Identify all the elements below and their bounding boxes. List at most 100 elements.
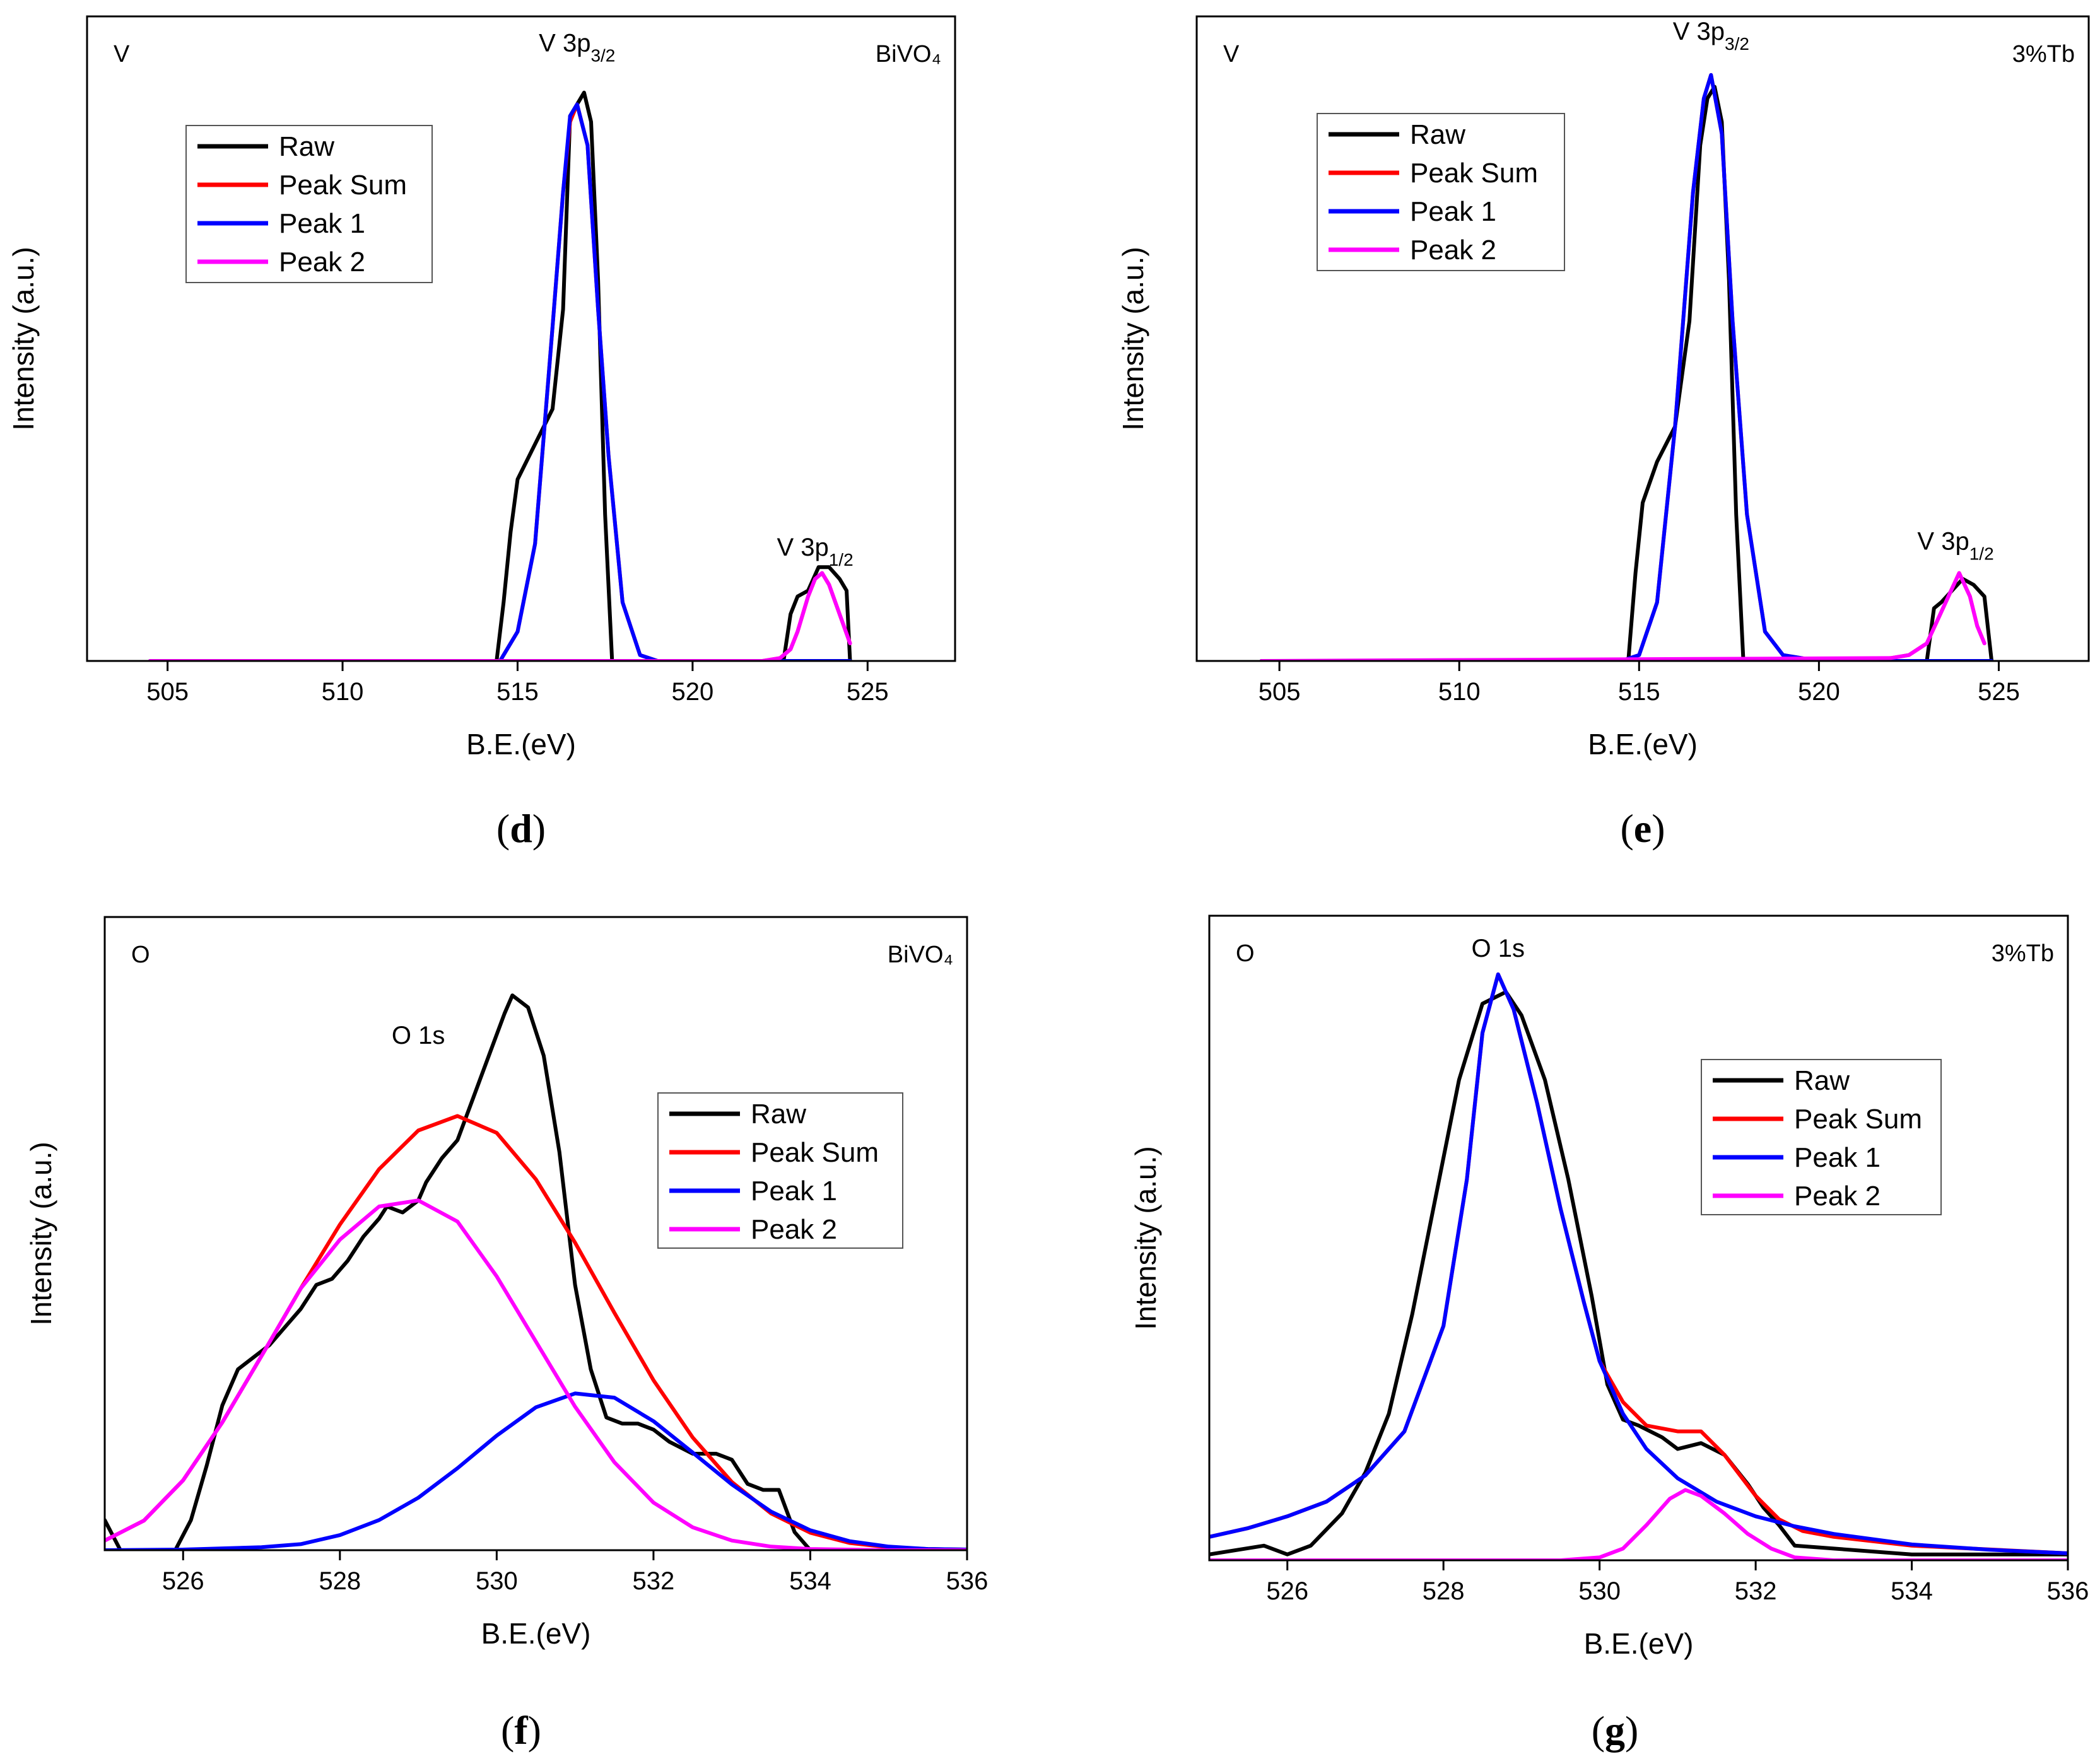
panel-label-open-paren: ( xyxy=(1592,1708,1605,1753)
legend-label: Raw xyxy=(279,131,334,162)
legend-box xyxy=(185,125,433,283)
peak-annotation-main: O 1s xyxy=(1472,935,1525,962)
series-line-peak-1 xyxy=(148,102,852,661)
series-line-raw xyxy=(105,993,967,1550)
peak-annotation-main: V 3p xyxy=(539,30,590,57)
sample-label: BiVO₄ xyxy=(876,41,941,67)
legend-label: Raw xyxy=(1410,119,1465,150)
legend-label: Peak 2 xyxy=(1410,235,1496,266)
x-tick-label: 505 xyxy=(146,678,189,706)
legend: Raw Peak Sum Peak 1 Peak 2 xyxy=(185,125,433,283)
peak-annotation: O 1s xyxy=(1472,935,1525,962)
x-tick-label: 510 xyxy=(322,678,364,706)
x-tick-label: 526 xyxy=(162,1567,204,1595)
series-group xyxy=(1209,972,2068,1560)
element-label: O xyxy=(1236,940,1255,967)
y-axis-label: Intensity (a.u.) xyxy=(25,1142,57,1325)
x-axis-label: B.E.(eV) xyxy=(1584,1627,1694,1660)
x-tick-label: 515 xyxy=(1618,678,1660,706)
legend-label: Peak 1 xyxy=(279,208,365,239)
x-tick-label: 525 xyxy=(1978,678,2020,706)
legend-label: Peak 1 xyxy=(1410,196,1496,227)
x-tick-label: 534 xyxy=(789,1567,831,1595)
x-tick-label: 536 xyxy=(946,1567,989,1595)
series-group xyxy=(105,993,967,1550)
panel-label-letter: g xyxy=(1605,1708,1625,1753)
x-tick-label: 515 xyxy=(496,678,539,706)
panel-label-close-paren: ) xyxy=(528,1708,541,1753)
series-group xyxy=(148,90,852,661)
peak-annotation: V 3p3/2 xyxy=(539,30,615,66)
y-axis-label: Intensity (a.u.) xyxy=(1129,1146,1162,1329)
x-tick-label: 520 xyxy=(671,678,713,706)
element-label: V xyxy=(1223,41,1240,67)
y-axis-label: Intensity (a.u.) xyxy=(1117,247,1149,430)
x-tick-label: 532 xyxy=(1735,1577,1777,1605)
series-line-peak-2 xyxy=(105,1198,967,1550)
legend: Raw Peak Sum Peak 1 Peak 2 xyxy=(1317,113,1565,271)
x-tick-label: 528 xyxy=(1423,1577,1465,1605)
series-group xyxy=(1259,73,1994,661)
peak-annotation-subscript: 1/2 xyxy=(829,549,854,569)
panel-label-letter: d xyxy=(510,806,532,851)
x-axis-label: B.E.(eV) xyxy=(1588,728,1698,761)
legend-label: Peak Sum xyxy=(1410,158,1538,189)
plot-frame xyxy=(86,15,956,662)
peak-annotation-main: V 3p xyxy=(1673,18,1725,45)
peak-annotation: V 3p1/2 xyxy=(777,534,853,570)
series-line-peak-2 xyxy=(1209,1488,2068,1560)
chart-panel-d: 505 510 515 520 525 B.E.(eV) Intensity (a.u.) V… xyxy=(7,15,956,851)
x-tick-label: 532 xyxy=(633,1567,675,1595)
y-axis-label: Intensity (a.u.) xyxy=(7,247,40,430)
legend: Raw Peak Sum Peak 1 Peak 2 xyxy=(1701,1059,1942,1215)
x-tick-label: 530 xyxy=(476,1567,518,1595)
legend-label: Peak 2 xyxy=(751,1214,837,1245)
sample-label: BiVO₄ xyxy=(888,942,953,968)
x-axis-label: B.E.(eV) xyxy=(481,1617,591,1650)
legend-label: Raw xyxy=(751,1099,806,1130)
legend-box xyxy=(1317,113,1565,271)
sample-label: 3%Tb xyxy=(2012,41,2075,67)
legend-box xyxy=(657,1092,903,1249)
panel-label-letter: f xyxy=(514,1708,528,1753)
element-label: V xyxy=(114,41,130,67)
x-axis-label: B.E.(eV) xyxy=(466,728,576,761)
peak-annotation-subscript: 1/2 xyxy=(1969,544,1994,563)
panel-label-open-paren: ( xyxy=(501,1708,514,1753)
legend-label: Peak 2 xyxy=(279,247,365,277)
series-line-peak-2 xyxy=(1259,571,1986,661)
panel-label-letter: e xyxy=(1634,806,1652,851)
sample-label: 3%Tb xyxy=(1992,940,2054,967)
legend-label: Peak Sum xyxy=(279,170,407,201)
legend-label: Peak Sum xyxy=(1794,1104,1922,1135)
panel-label-close-paren: ) xyxy=(1652,806,1665,851)
peak-annotation-main: V 3p xyxy=(1917,527,1969,555)
x-tick-label: 534 xyxy=(1891,1577,1933,1605)
x-tick-label: 526 xyxy=(1266,1577,1308,1605)
peak-annotation-subscript: 3/2 xyxy=(590,45,615,65)
panel-label-open-paren: ( xyxy=(496,806,510,851)
x-tick-label: 525 xyxy=(847,678,889,706)
peak-annotation-subscript: 3/2 xyxy=(1725,34,1749,54)
legend-label: Peak 2 xyxy=(1794,1181,1881,1212)
legend-label: Peak 1 xyxy=(751,1176,837,1206)
panel-label: (g) xyxy=(1592,1708,1639,1753)
x-tick-label: 528 xyxy=(319,1567,361,1595)
panel-label: (e) xyxy=(1620,806,1665,851)
panel-label: (f) xyxy=(501,1708,541,1753)
plot-frame xyxy=(103,916,968,1551)
chart-panel-e: 505 510 515 520 525 B.E.(eV) Intensity (a.u.) V… xyxy=(1117,15,2090,851)
chart-panel-f: 526 528 530 532 534 536 B.E.(eV) Intensity (a.u… xyxy=(25,916,989,1753)
legend: Raw Peak Sum Peak 1 Peak 2 xyxy=(657,1092,903,1249)
series-line-peak-1 xyxy=(1209,972,2068,1555)
legend-box xyxy=(1701,1059,1942,1215)
panel-label-open-paren: ( xyxy=(1620,806,1633,851)
legend-label: Peak Sum xyxy=(751,1137,879,1168)
element-label: O xyxy=(131,942,150,968)
series-line-raw xyxy=(148,90,852,661)
peak-annotation: V 3p1/2 xyxy=(1917,527,1993,563)
legend-label: Raw xyxy=(1794,1065,1850,1096)
peak-annotation: V 3p3/2 xyxy=(1673,18,1749,54)
series-line-peak-1 xyxy=(105,1391,967,1550)
